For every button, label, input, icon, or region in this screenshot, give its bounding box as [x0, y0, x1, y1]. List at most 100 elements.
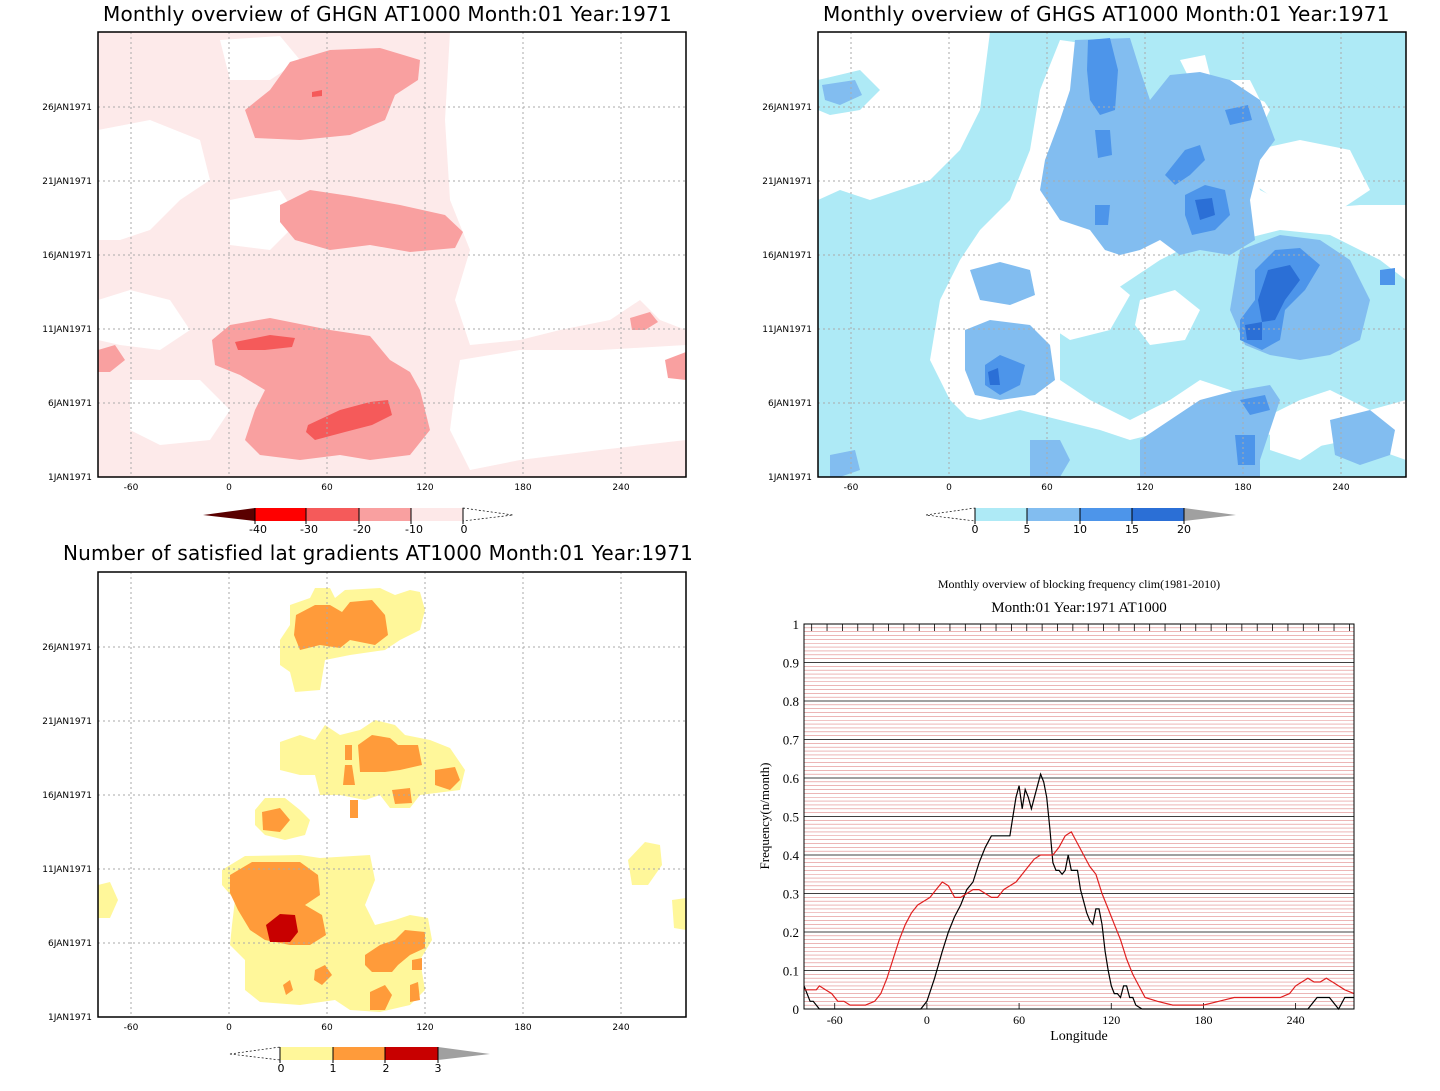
ghgn-cb-label: -20: [353, 523, 371, 536]
ghgn-cb-swatch: [411, 508, 463, 521]
nsat-heatmap: -60 0 60 120 180 240 1JAN1971 6JAN1971 1…: [42, 571, 687, 1075]
ghgs-ytick: 11JAN1971: [762, 325, 812, 335]
ghgs-band-15: [988, 198, 1300, 385]
nsat-xticks: -60 0 60 120 180 240: [124, 1023, 630, 1033]
nsat-cb-label: 1: [330, 1062, 337, 1075]
ghgn-cb-swatch: [306, 508, 359, 521]
ytick-label: 1: [793, 617, 800, 632]
ghgs-cb-label: 5: [1024, 523, 1031, 536]
ghgs-title: Monthly overview of GHGS AT1000 Month:01…: [823, 2, 1390, 26]
nsat-cb-swatch: [385, 1047, 438, 1060]
ghgn-ytick: 26JAN1971: [42, 103, 92, 113]
nsat-frame: [97, 571, 687, 1018]
ghgs-ytick: 6JAN1971: [768, 399, 812, 409]
ghgn-cb-label: -30: [300, 523, 318, 536]
ghgn-cb-label: -40: [249, 523, 267, 536]
ghgn-cb-label: -10: [405, 523, 423, 536]
ytick-label: 0.3: [783, 887, 799, 902]
ghgs-xtick: 0: [946, 483, 952, 493]
line-chart-subtitle: Month:01 Year:1971 AT1000: [991, 600, 1166, 616]
nsat-xtick: -60: [124, 1023, 139, 1033]
ghgs-xticks: -60 0 60 120 180 240: [844, 483, 1350, 493]
nsat-cb-label: 3: [435, 1062, 442, 1075]
nsat-cb-label: 0: [278, 1062, 285, 1075]
ghgn-band-minus20: [235, 90, 392, 440]
nsat-cb-label: 2: [383, 1062, 390, 1075]
ghgs-cb-swatch: [925, 507, 976, 522]
ghgs-cb-swatch: [1184, 508, 1236, 521]
xtick-label: 240: [1287, 1013, 1305, 1027]
nsat-grid: [98, 572, 686, 1017]
top-minor-ticks: [811, 624, 1350, 631]
ghgs-cb-swatch: [1080, 508, 1132, 521]
ghgs-cb-label: 15: [1125, 523, 1139, 536]
ghgn-band-minus10: [98, 48, 686, 460]
nsat-band-1: [230, 600, 460, 1010]
ghgs-frame: [817, 31, 1407, 478]
ytick-label: 0.4: [783, 848, 800, 863]
nsat-xtick: 0: [226, 1023, 232, 1033]
ytick-label: 0.1: [783, 964, 799, 979]
ghgn-positive-regions: [98, 32, 686, 470]
xtick-label: -60: [827, 1013, 843, 1027]
ghgn-xtick: 120: [416, 483, 433, 493]
nsat-ytick: 6JAN1971: [48, 939, 92, 949]
ghgn-ytick: 21JAN1971: [42, 177, 92, 187]
line-series-group: [803, 772, 1355, 1011]
nsat-colorbar: 0 1 2 3: [229, 1046, 490, 1075]
nsat-cb-swatch: [280, 1047, 333, 1060]
ghgn-cb-swatch: [359, 508, 411, 521]
ghgn-heatmap: -60 0 60 120 180 240 1JAN1971 6JAN1971 1…: [42, 31, 687, 536]
ghgs-xtick: 180: [1234, 483, 1251, 493]
ytick-label: 0.2: [783, 925, 799, 940]
nsat-ytick: 21JAN1971: [42, 717, 92, 727]
nsat-ytick: 26JAN1971: [42, 643, 92, 653]
ghgs-cb-label: 20: [1177, 523, 1191, 536]
nsat-yticks: 1JAN1971 6JAN1971 11JAN1971 16JAN1971 21…: [42, 643, 92, 1023]
ghgn-ytick: 11JAN1971: [42, 325, 92, 335]
ghgs-xtick: -60: [844, 483, 859, 493]
nsat-ytick: 11JAN1971: [42, 865, 92, 875]
ghgs-xtick: 240: [1332, 483, 1349, 493]
nsat-xtick: 240: [612, 1023, 629, 1033]
line-yticks: 0 0.1 0.2 0.3 0.4 0.5 0.6 0.7 0.8 0.9 1: [783, 617, 800, 1017]
ghgn-xtick: 60: [321, 483, 333, 493]
ghgn-frame: [97, 31, 687, 478]
nsat-ytick: 16JAN1971: [42, 791, 92, 801]
ytick-label: 0.5: [783, 810, 799, 825]
nsat-title: Number of satisfied lat gradients AT1000…: [63, 541, 694, 565]
ghgn-xtick: 240: [612, 483, 629, 493]
red-hgrid: [804, 627, 1354, 1006]
ghgs-colorbar: 0 5 10 15 20: [925, 507, 1236, 536]
ghgn-ytick: 1JAN1971: [48, 473, 92, 483]
line-chart-frame: [803, 623, 1355, 1010]
ghgn-xtick: 180: [514, 483, 531, 493]
nsat-band-2: [266, 914, 298, 942]
ghgs-ytick: 1JAN1971: [768, 473, 812, 483]
ghgn-cb-label: 0: [461, 523, 468, 536]
ytick-label: 0.6: [783, 771, 800, 786]
line-chart-ylabel: Frequency(n/month): [757, 763, 772, 870]
nsat-cb-swatch: [438, 1047, 490, 1060]
nsat-ytick: 1JAN1971: [48, 1013, 92, 1023]
ghgs-cb-swatch: [1027, 508, 1080, 521]
ghgn-title: Monthly overview of GHGN AT1000 Month:01…: [103, 2, 672, 26]
nsat-cb-swatch: [229, 1046, 281, 1061]
ghgn-xticks: -60 0 60 120 180 240: [124, 483, 630, 493]
ytick-label: 0.8: [783, 694, 799, 709]
ghgs-yticks: 1JAN1971 6JAN1971 11JAN1971 16JAN1971 21…: [762, 103, 812, 483]
ytick-label: 0.9: [783, 656, 799, 671]
blocking-frequency-chart: Monthly overview of blocking frequency c…: [757, 577, 1355, 1044]
ghgs-grid: [818, 32, 1406, 477]
ghgs-xtick: 60: [1041, 483, 1053, 493]
ghgs-cb-swatch: [975, 508, 1027, 521]
ghgn-cb-swatch: [203, 508, 255, 521]
ghgs-ytick: 16JAN1971: [762, 251, 812, 261]
nsat-cb-swatch: [333, 1047, 385, 1060]
ghgs-cb-swatch: [1132, 508, 1184, 521]
line-xticks: -60 0 60 120 180 240: [827, 1003, 1305, 1027]
xtick-label: 120: [1102, 1013, 1120, 1027]
ytick-label: 0: [793, 1002, 800, 1017]
ghgs-xtick: 120: [1136, 483, 1153, 493]
